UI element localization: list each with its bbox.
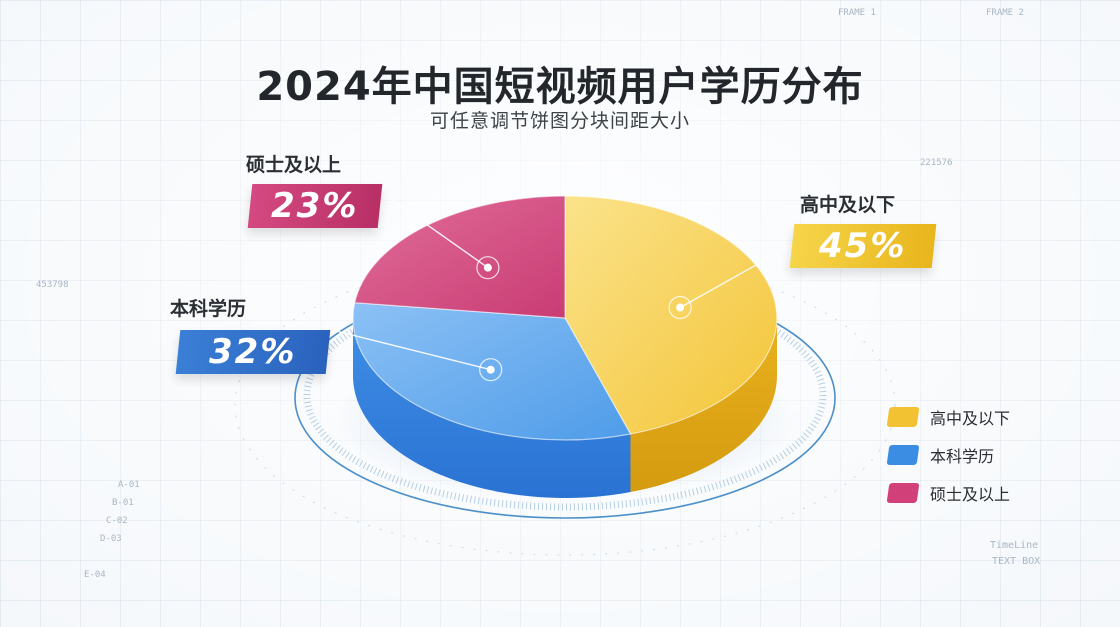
legend-swatch-bachelor: [886, 445, 920, 465]
callout-value-master: 23%: [247, 184, 383, 228]
leader-line-high-school: [679, 245, 791, 309]
leader-marker-dot-high-school: [676, 303, 685, 312]
leader-line-bachelor: [331, 329, 491, 371]
deco-row-d: D-03: [100, 534, 122, 544]
outer-dotted-ring: [234, 254, 896, 556]
legend-swatch-master: [886, 483, 920, 503]
leader-marker-ring-master: [476, 256, 500, 280]
frame-1-label: FRAME 1: [838, 8, 876, 18]
code-label-left: 453798: [36, 280, 69, 290]
callout-label-master: 硕士及以上: [246, 154, 342, 176]
callout-value-bachelor-text: 32%: [209, 332, 297, 372]
hatched-ring: [303, 279, 827, 511]
legend-item-high-school: 高中及以下: [886, 398, 1011, 436]
legend-label-bachelor: 本科学历: [930, 447, 995, 466]
legend-item-bachelor: 本科学历: [886, 436, 1010, 474]
deco-row-a: A-01: [118, 480, 140, 490]
legend-swatch-high-school: [886, 407, 920, 427]
pie-slice-master: [353, 195, 566, 319]
chart-subtitle: 可任意调节饼图分块间距大小: [429, 110, 690, 132]
callout-value-high-school-text: 45%: [819, 226, 907, 266]
timeline-label: TimeLine: [990, 540, 1039, 551]
leader-line-master: [391, 199, 489, 269]
pie-slice-high-school: [564, 195, 778, 435]
textbox-label: TEXT BOX: [992, 556, 1041, 567]
callout-value-high-school: 45%: [789, 224, 937, 268]
chart-legend: 高中及以下 本科学历 硕士及以上: [886, 398, 1011, 512]
pie-side-bachelor: [353, 319, 631, 498]
legend-item-master: 硕士及以上: [886, 474, 1011, 512]
callout-label-high-school: 高中及以下: [800, 194, 896, 216]
chart-title: 2024年中国短视频用户学历分布: [256, 64, 864, 110]
legend-label-high-school: 高中及以下: [930, 409, 1011, 428]
callout-value-master-text: 23%: [271, 186, 359, 226]
leader-marker-dot-master: [483, 263, 492, 272]
legend-label-master: 硕士及以上: [930, 485, 1011, 504]
leader-marker-dot-bachelor: [486, 365, 495, 374]
deco-row-e: E-04: [84, 570, 106, 580]
callout-label-bachelor: 本科学历: [170, 298, 247, 320]
deco-row-b: B-01: [112, 498, 134, 508]
callout-value-bachelor: 32%: [175, 330, 331, 374]
leader-marker-ring-bachelor: [479, 358, 503, 382]
code-label-right: 221576: [920, 158, 953, 168]
leader-marker-ring-high-school: [668, 295, 692, 320]
pie-side-high-school: [630, 316, 777, 492]
deco-row-c: C-02: [106, 516, 128, 526]
frame-2-label: FRAME 2: [986, 8, 1024, 18]
